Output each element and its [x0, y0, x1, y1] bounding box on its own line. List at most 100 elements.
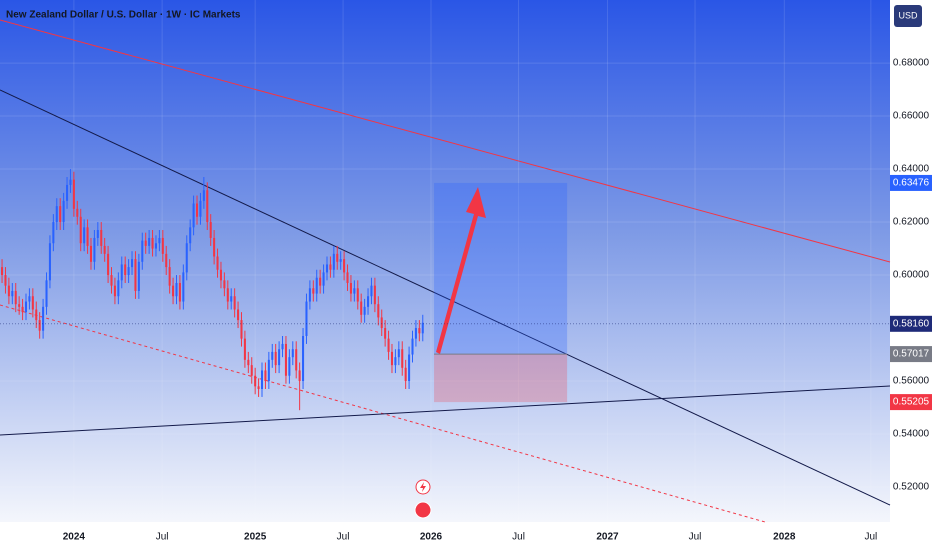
candle-body	[315, 277, 318, 294]
stop-zone	[434, 354, 568, 403]
y-tick-label: 0.52000	[893, 482, 930, 493]
candle-body	[257, 386, 260, 389]
candle-body	[411, 338, 414, 355]
candle-body	[401, 349, 404, 368]
candle-body	[165, 253, 168, 268]
candle-body	[284, 343, 287, 376]
event-icon	[420, 482, 426, 492]
x-tick-label: 2025	[244, 532, 267, 543]
candle-body	[141, 240, 144, 262]
candle-body	[110, 275, 113, 286]
candle-body	[175, 282, 178, 297]
candle-body	[332, 253, 335, 270]
y-tick-label: 0.64000	[893, 164, 930, 175]
candle-body	[55, 206, 58, 223]
candle-body	[339, 259, 342, 262]
candle-body	[271, 351, 274, 360]
candle-body	[373, 285, 376, 305]
candle-body	[384, 328, 387, 339]
price-marker-label: 0.63476	[893, 178, 930, 189]
price-axis	[890, 0, 932, 550]
candle-body	[336, 253, 339, 262]
currency-label[interactable]: USD	[898, 10, 918, 20]
time-axis	[0, 522, 890, 550]
candle-body	[21, 306, 24, 313]
candle-body	[199, 200, 202, 217]
candle-body	[308, 288, 311, 302]
candle-body	[240, 320, 243, 339]
candle-body	[120, 264, 123, 281]
candle-body	[113, 285, 116, 297]
candle-body	[24, 301, 28, 313]
trend-line	[0, 89, 891, 506]
candle-body	[189, 227, 192, 244]
chart-title: New Zealand Dollar / U.S. Dollar · 1W · …	[6, 10, 241, 21]
candle-body	[356, 288, 359, 302]
candle-body	[42, 306, 45, 331]
candle-body	[305, 301, 308, 336]
candle-body	[66, 184, 69, 201]
candle-body	[124, 264, 127, 276]
candle-body	[117, 280, 120, 297]
candle-body	[69, 179, 72, 185]
candle-body	[178, 282, 181, 302]
price-marker	[890, 394, 932, 411]
x-tick-label: Jul	[156, 532, 169, 543]
candle-body	[168, 267, 171, 286]
x-tick-label: Jul	[864, 532, 877, 543]
candle-body	[62, 200, 65, 223]
candles	[1, 169, 424, 411]
candle-body	[100, 229, 103, 246]
candle-body	[31, 296, 34, 310]
trend-line	[0, 385, 891, 436]
candle-body	[7, 285, 10, 297]
candle-body	[185, 243, 188, 273]
y-tick-label: 0.62000	[893, 217, 930, 228]
candle-body	[377, 304, 380, 318]
candle-body	[404, 367, 407, 382]
candle-body	[370, 285, 373, 297]
candle-body	[414, 328, 417, 339]
candle-body	[346, 272, 349, 283]
candle-body	[295, 349, 298, 371]
candle-body	[182, 272, 185, 302]
candle-body	[394, 357, 397, 366]
candle-body	[158, 237, 161, 244]
candle-body	[86, 227, 89, 246]
candle-body	[172, 285, 175, 297]
candle-body	[103, 245, 106, 254]
candle-body	[267, 359, 270, 382]
candle-body	[408, 354, 411, 382]
candle-body	[247, 359, 250, 366]
candle-body	[38, 320, 41, 331]
candle-body	[14, 290, 17, 305]
candle-body	[254, 375, 257, 387]
candle-body	[137, 261, 140, 291]
x-tick-label: Jul	[512, 532, 525, 543]
candle-body	[288, 357, 291, 376]
currency-button[interactable]	[894, 5, 922, 27]
candle-body	[83, 227, 86, 244]
candle-body	[390, 351, 394, 366]
candle-body	[213, 237, 216, 257]
candle-body	[45, 280, 48, 307]
candle-body	[353, 288, 356, 294]
candle-body	[79, 216, 82, 244]
candle-body	[161, 237, 164, 254]
event-icon	[414, 501, 432, 519]
candle-body	[219, 269, 222, 281]
price-marker-label: 0.55205	[893, 397, 930, 408]
candle-body	[243, 338, 246, 360]
candle-body	[134, 259, 137, 291]
candle-body	[250, 365, 253, 376]
candle-body	[1, 267, 4, 276]
candle-body	[4, 275, 7, 286]
candle-body	[52, 222, 55, 244]
candle-body	[59, 206, 62, 223]
candle-body	[380, 317, 383, 329]
candle-body	[367, 296, 370, 307]
candle-body	[322, 272, 325, 286]
candle-body	[96, 229, 99, 238]
candle-body	[202, 190, 205, 201]
